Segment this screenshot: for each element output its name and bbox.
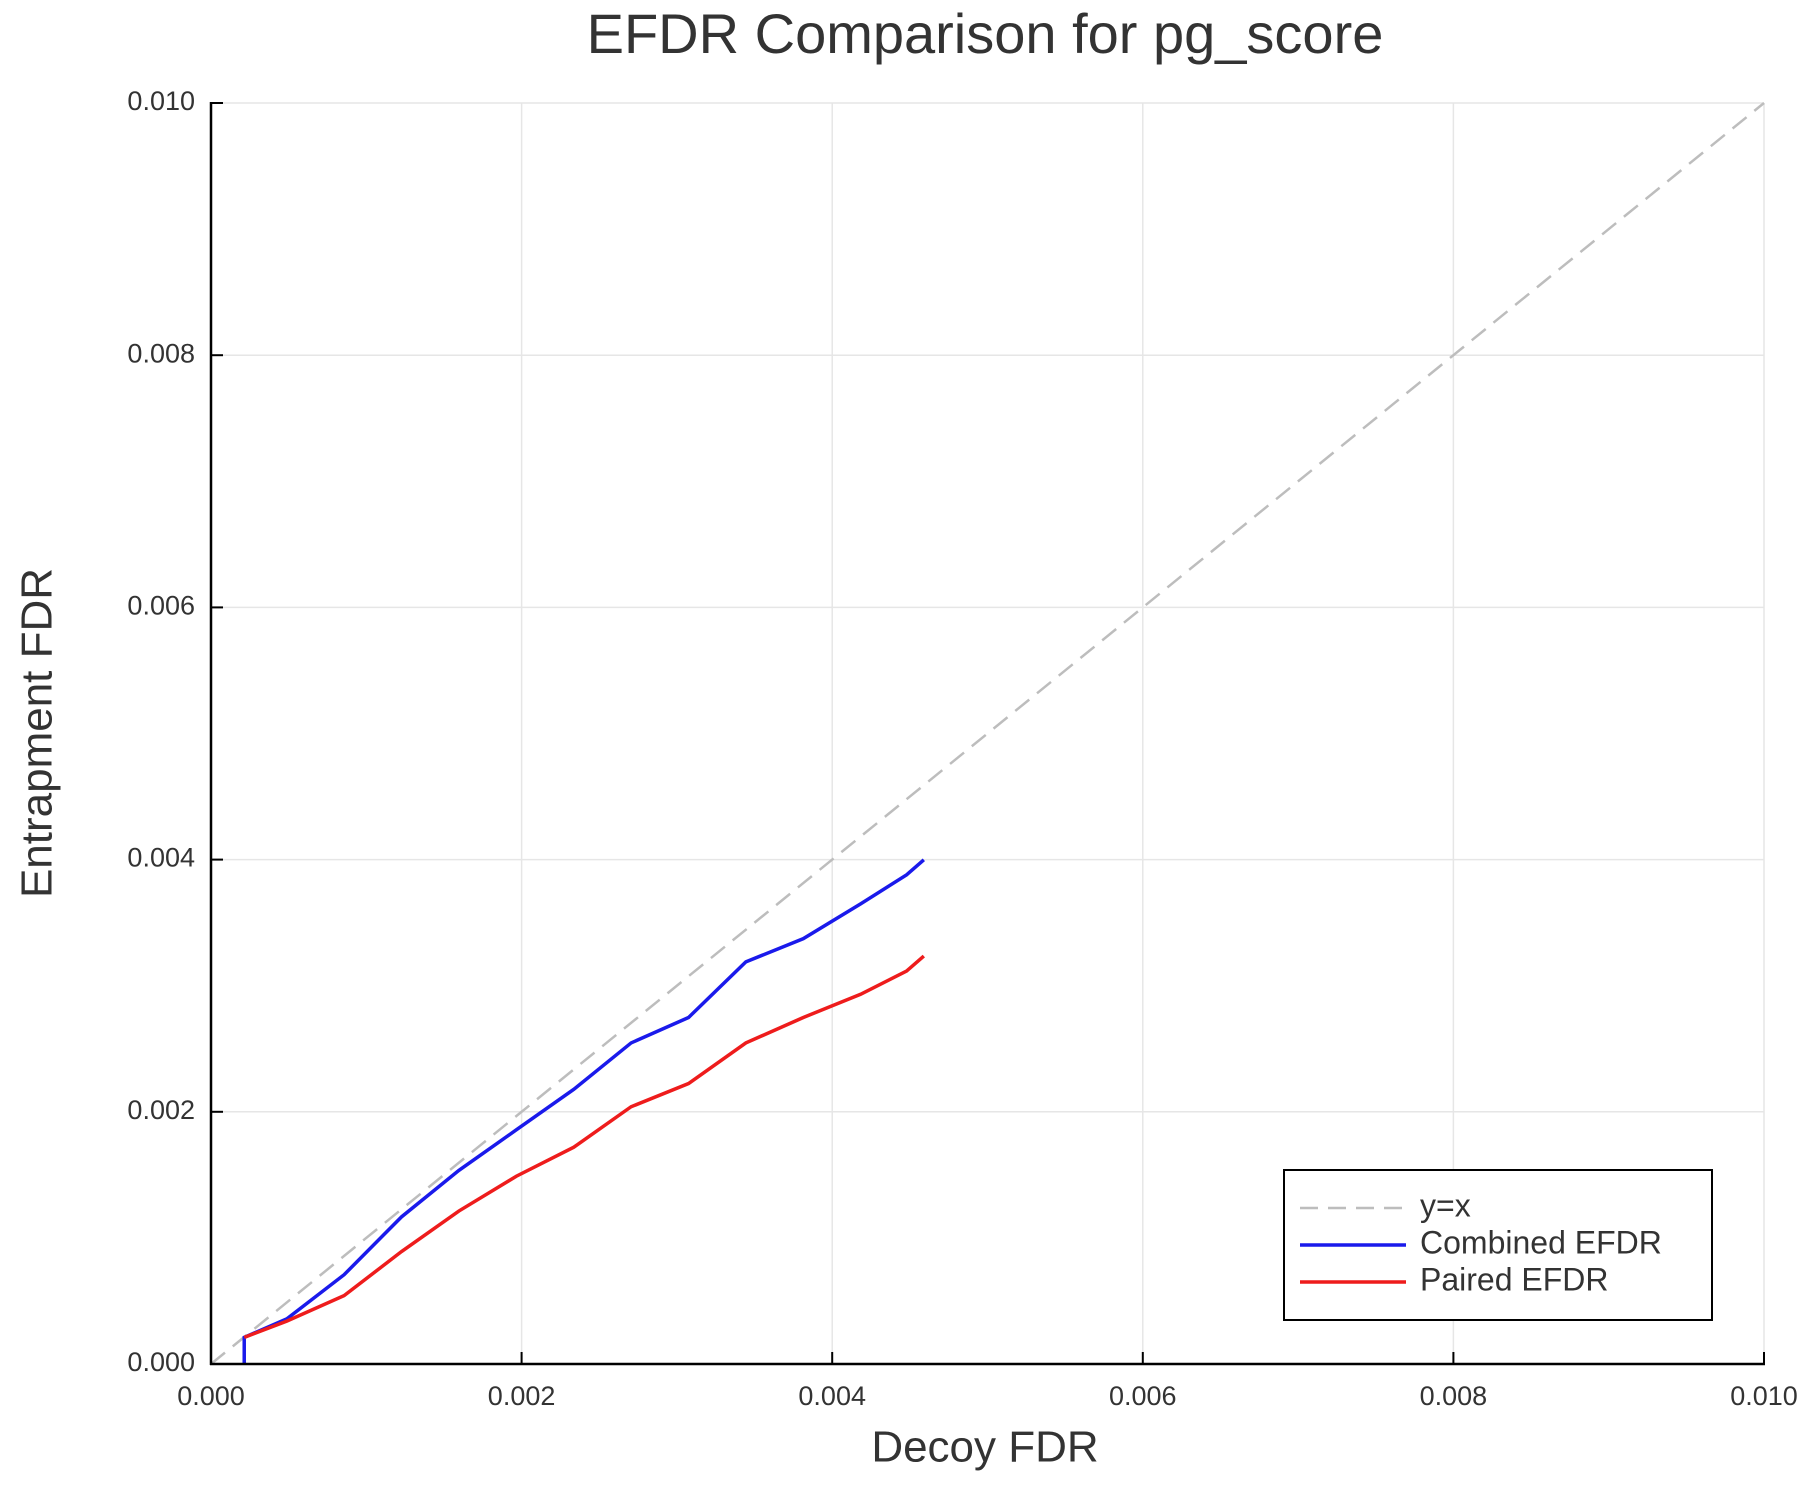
y-tick-label: 0.008	[127, 338, 195, 368]
x-tick-label: 0.006	[1109, 1381, 1177, 1411]
x-tick-label: 0.010	[1730, 1381, 1798, 1411]
legend-label: Combined EFDR	[1420, 1224, 1662, 1260]
x-tick-label: 0.000	[177, 1381, 245, 1411]
series-line	[243, 954, 925, 1340]
y-tick-label: 0.010	[127, 86, 195, 116]
y-axis-label: Entrapment FDR	[13, 568, 62, 898]
lines	[210, 102, 1765, 1365]
legend-label: y=x	[1420, 1187, 1471, 1223]
x-tick-label: 0.004	[798, 1381, 866, 1411]
series-line	[242, 858, 925, 1364]
y-tick-label: 0.002	[127, 1095, 195, 1125]
series-line	[210, 102, 1765, 1365]
y-tick-label: 0.000	[127, 1347, 195, 1377]
y-tick-label: 0.004	[127, 843, 195, 873]
legend-label: Paired EFDR	[1420, 1261, 1609, 1297]
x-tick-label: 0.008	[1420, 1381, 1488, 1411]
y-tick-label: 0.006	[127, 591, 195, 621]
chart-title: EFDR Comparison for pg_score	[587, 2, 1384, 65]
x-tick-label: 0.002	[488, 1381, 556, 1411]
x-axis-label: Decoy FDR	[871, 1423, 1098, 1472]
